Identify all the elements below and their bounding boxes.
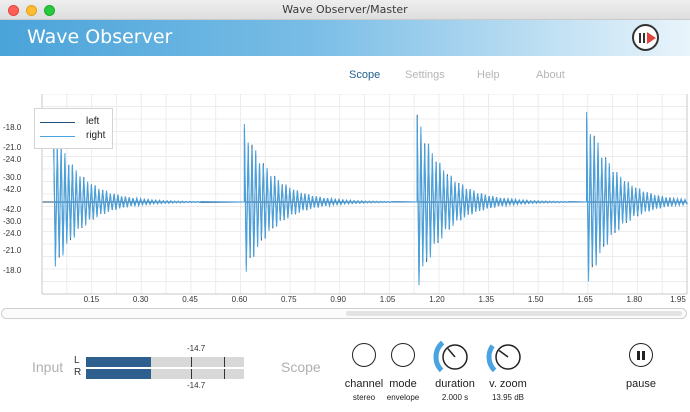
duration-label: duration <box>435 378 475 390</box>
level-meter-r <box>86 369 244 379</box>
y-tick-label: -18.0 <box>3 123 22 132</box>
vzoom-knob[interactable] <box>484 331 532 379</box>
y-tick-label: -21.0 <box>3 246 22 255</box>
duration-knob[interactable] <box>431 331 479 379</box>
tab-scope[interactable]: Scope <box>349 69 381 81</box>
x-tick-label: 1.35 <box>478 295 495 304</box>
mode-value: envelope <box>386 393 420 402</box>
pause-label: pause <box>626 378 656 390</box>
legend-swatch-right <box>40 136 75 137</box>
chart-legend: left right <box>34 108 113 149</box>
x-tick-label: 1.65 <box>577 295 593 304</box>
window-title: Wave Observer/Master <box>282 3 408 16</box>
y-tick-label: -18.0 <box>3 266 22 275</box>
pause-icon <box>637 351 640 360</box>
duration-value: 2.000 s <box>441 393 469 402</box>
pause-play-icon[interactable] <box>632 24 659 51</box>
y-tick-label: -30.0 <box>3 217 22 226</box>
app-header: Wave Observer <box>0 20 690 56</box>
level-meter-l <box>86 357 244 367</box>
tab-settings[interactable]: Settings <box>405 69 445 81</box>
x-tick-label: 1.20 <box>429 295 445 304</box>
legend-label-right: right <box>86 130 106 141</box>
tab-help[interactable]: Help <box>477 69 500 81</box>
peak-value-r: -14.7 <box>187 381 206 390</box>
channel-knob[interactable] <box>352 343 376 367</box>
tab-about[interactable]: About <box>536 69 565 81</box>
x-tick-label: 1.50 <box>527 295 544 304</box>
y-tick-label: -24.0 <box>3 229 22 238</box>
window-titlebar: Wave Observer/Master <box>0 0 690 20</box>
x-tick-label: 0.15 <box>83 295 100 304</box>
channel-label-r: R <box>74 367 82 378</box>
y-tick-label: -30.0 <box>3 173 22 182</box>
x-tick-label: 0.90 <box>330 295 346 304</box>
waveform-right <box>52 111 688 286</box>
level-meter-l-fill <box>86 357 151 367</box>
scrollbar-thumb[interactable] <box>346 311 682 316</box>
legend-label-left: left <box>86 116 100 127</box>
legend-swatch-left <box>40 122 75 123</box>
close-window-button[interactable] <box>8 5 19 16</box>
pause-button[interactable] <box>629 343 653 367</box>
x-tick-label: 1.80 <box>626 295 643 304</box>
maximize-window-button[interactable] <box>44 5 55 16</box>
x-tick-label: 0.30 <box>132 295 149 304</box>
channel-value: stereo <box>352 393 376 402</box>
tab-bar: Scope Settings Help About <box>0 60 690 94</box>
y-tick-label: -42.0 <box>3 205 22 214</box>
mode-label: mode <box>389 378 417 390</box>
control-panel: Input L R -14.7 -14.7 Scope channel ster… <box>0 322 690 412</box>
scope-scrollbar[interactable] <box>1 308 687 319</box>
x-tick-label: 0.75 <box>281 295 297 304</box>
y-tick-label: -42.0 <box>3 185 22 194</box>
app-title: Wave Observer <box>27 26 173 48</box>
y-tick-label: -24.0 <box>3 155 22 164</box>
minimize-window-button[interactable] <box>26 5 37 16</box>
level-meter-r-fill <box>86 369 151 379</box>
vzoom-value: 13.95 dB <box>491 393 525 402</box>
channel-label-l: L <box>74 355 80 366</box>
scope-section-label: Scope <box>281 359 321 375</box>
mode-knob[interactable] <box>391 343 415 367</box>
x-tick-label: 0.60 <box>231 295 248 304</box>
x-tick-label: 0.45 <box>182 295 198 304</box>
vzoom-label: v. zoom <box>489 378 527 390</box>
peak-value-l: -14.7 <box>187 344 206 353</box>
x-tick-label: 1.95 <box>670 295 686 304</box>
y-tick-label: -21.0 <box>3 143 22 152</box>
input-section-label: Input <box>32 359 64 375</box>
x-tick-label: 1.05 <box>379 295 396 304</box>
channel-label: channel <box>344 378 384 390</box>
